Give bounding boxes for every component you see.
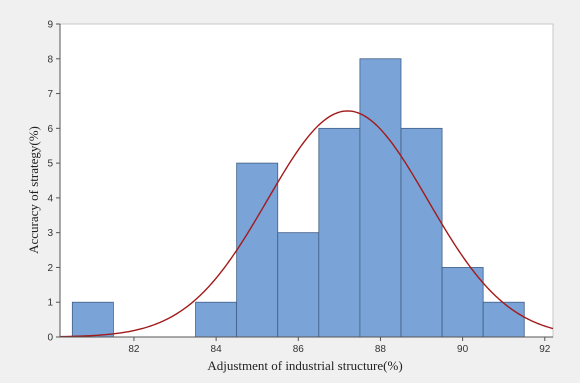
x-tick-label: 84 [211, 344, 223, 355]
y-tick-label: 5 [47, 159, 53, 170]
y-tick-label: 9 [47, 20, 53, 31]
y-tick-label: 4 [47, 193, 53, 204]
histogram-bar [71, 301, 114, 338]
x-axis-title: Adjustment of industrial structure(%) [207, 358, 402, 373]
histogram-bar [318, 127, 361, 338]
y-tick-label: 2 [47, 263, 53, 274]
histogram-bars [71, 58, 525, 338]
x-axis-ticks: 82 84 86 88 90 92 [128, 337, 551, 355]
histogram-bar [441, 267, 484, 338]
y-axis-title: Accuracy of strategy(%) [26, 126, 41, 254]
x-tick-label: 88 [375, 344, 387, 355]
normal-fit-curve [59, 110, 554, 338]
y-tick-label: 1 [47, 298, 53, 309]
histogram-bar [195, 301, 238, 338]
histogram-bar [359, 58, 402, 338]
y-tick-label: 3 [47, 228, 53, 239]
x-tick-label: 82 [128, 344, 140, 355]
y-tick-label: 8 [47, 54, 53, 65]
y-axis-ticks: 0 1 2 3 4 5 6 7 8 9 [47, 20, 60, 344]
x-tick-label: 90 [457, 344, 469, 355]
y-tick-label: 7 [47, 89, 53, 100]
y-tick-label: 0 [47, 333, 53, 344]
y-tick-label: 6 [47, 124, 53, 135]
histogram-bar [236, 162, 279, 338]
x-tick-label: 92 [539, 344, 551, 355]
histogram-bar [482, 301, 525, 338]
x-tick-label: 86 [293, 344, 305, 355]
histogram-bar [277, 232, 320, 338]
histogram-bar [400, 127, 443, 338]
